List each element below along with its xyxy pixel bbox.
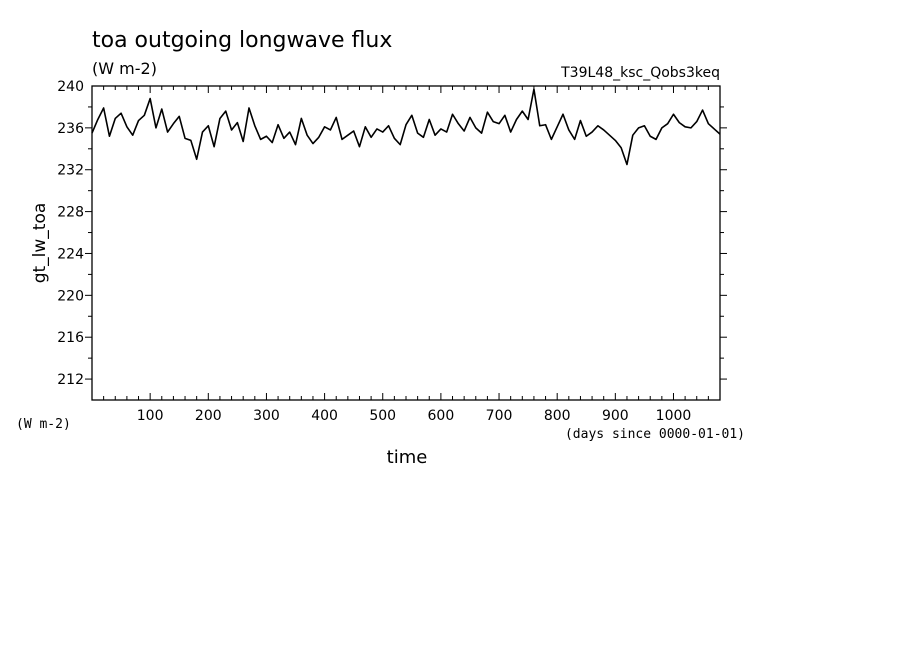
y-tick-label: 232 [57, 163, 84, 179]
x-tick-label: 100 [137, 408, 164, 424]
run-label: T39L48_ksc_Qobs3keq [560, 65, 720, 81]
x-tick-label: 800 [544, 408, 571, 424]
y-axis-label: gt_lw_toa [30, 203, 50, 284]
x-tick-label: 900 [602, 408, 629, 424]
x-tick-label: 200 [195, 408, 222, 424]
x-tick-label: 700 [486, 408, 513, 424]
plot-frame [91, 85, 721, 401]
series-line-0 [91, 88, 721, 166]
x-tick-label: 400 [311, 408, 338, 424]
axis-ticks [85, 86, 727, 400]
x-tick-label: 600 [428, 408, 455, 424]
chart-title: toa outgoing longwave flux [92, 28, 392, 53]
y-tick-label: 212 [57, 372, 84, 388]
y-tick-label: 240 [57, 79, 84, 95]
y-tick-label: 224 [57, 246, 84, 262]
y-axis-tick-labels: 212 216 220 224 228 232 236 240 [57, 79, 84, 388]
x-axis-units: (days since 0000-01-01) [565, 427, 745, 442]
y-tick-label: 220 [57, 288, 84, 304]
y-tick-label: 216 [57, 330, 84, 346]
chart-subtitle: (W m-2) [92, 59, 157, 78]
y-axis-units: (W m-2) [16, 417, 71, 432]
y-tick-label: 228 [57, 205, 84, 221]
plot-area [91, 85, 721, 401]
x-tick-label: 1000 [656, 408, 692, 424]
x-tick-label: 300 [253, 408, 280, 424]
x-axis-tick-labels: 100 200 300 400 500 600 700 800 900 1000 [137, 408, 692, 424]
y-tick-label: 236 [57, 121, 84, 137]
x-axis-label: time [387, 447, 428, 468]
x-tick-label: 500 [369, 408, 396, 424]
